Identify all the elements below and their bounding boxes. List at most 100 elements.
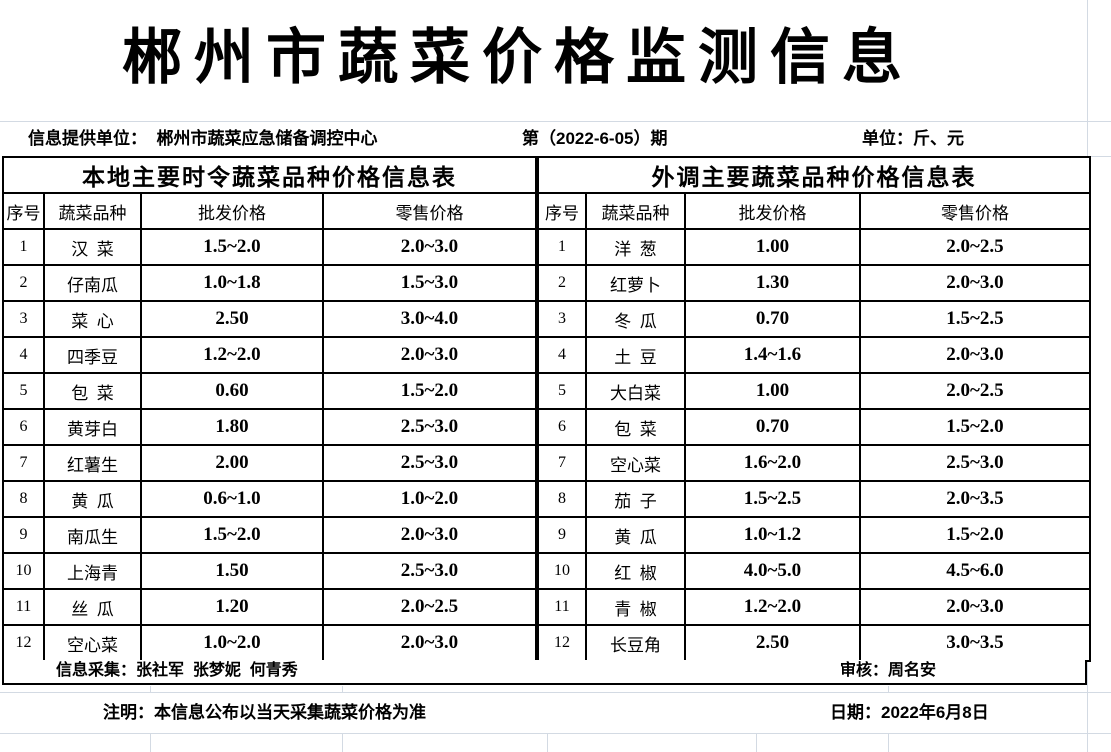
cell-vegetable-name: 黄 瓜	[43, 480, 142, 518]
gridline	[342, 733, 343, 752]
cell-index: 3	[2, 300, 45, 338]
cell-retail-price: 1.5~3.0	[322, 264, 537, 302]
cell-index: 1	[537, 228, 587, 266]
cell-wholesale-price: 1.6~2.0	[684, 444, 861, 482]
cell-vegetable-name: 土 豆	[585, 336, 686, 374]
cell-vegetable-name: 包 菜	[43, 372, 142, 410]
cell-index: 11	[2, 588, 45, 626]
cell-vegetable-name: 黄芽白	[43, 408, 142, 446]
table-row: 10 红 椒 4.0~5.0 4.5~6.0	[537, 552, 1091, 590]
cell-wholesale-price: 1.00	[684, 228, 861, 266]
info-unit: 单位：斤、元	[862, 129, 964, 148]
cell-index: 6	[2, 408, 45, 446]
gridline	[0, 733, 1111, 734]
date-text: 日期：2022年6月8日	[830, 703, 989, 722]
table-row: 12 长豆角 2.50 3.0~3.5	[537, 624, 1091, 662]
cell-vegetable-name: 红薯生	[43, 444, 142, 482]
cell-index: 2	[537, 264, 587, 302]
gridline	[888, 686, 889, 692]
table-row: 12 空心菜 1.0~2.0 2.0~3.0	[2, 624, 537, 662]
reviewer-text: 审核：周名安	[840, 662, 937, 679]
cell-vegetable-name: 黄 瓜	[585, 516, 686, 554]
cell-vegetable-name: 大白菜	[585, 372, 686, 410]
table-row: 6 黄芽白 1.80 2.5~3.0	[2, 408, 537, 446]
table-row: 5 包 菜 0.60 1.5~2.0	[2, 372, 537, 410]
cell-wholesale-price: 1.0~2.0	[140, 624, 324, 662]
cell-index: 10	[537, 552, 587, 590]
table-row: 7 空心菜 1.6~2.0 2.5~3.0	[537, 444, 1091, 482]
col-header-retail: 零售价格	[322, 192, 537, 230]
table-row: 4 土 豆 1.4~1.6 2.0~3.0	[537, 336, 1091, 374]
cell-retail-price: 2.0~3.0	[322, 516, 537, 554]
cell-wholesale-price: 0.70	[684, 300, 861, 338]
table-row: 2 仔南瓜 1.0~1.8 1.5~3.0	[2, 264, 537, 302]
table-row: 3 菜 心 2.50 3.0~4.0	[2, 300, 537, 338]
cell-vegetable-name: 红萝卜	[585, 264, 686, 302]
table-row: 2 红萝卜 1.30 2.0~3.0	[537, 264, 1091, 302]
table-row: 11 丝 瓜 1.20 2.0~2.5	[2, 588, 537, 626]
cell-vegetable-name: 仔南瓜	[43, 264, 142, 302]
collectors-text: 信息采集：张社军 张梦妮 何青秀	[56, 662, 298, 679]
cell-vegetable-name: 冬 瓜	[585, 300, 686, 338]
cell-vegetable-name: 四季豆	[43, 336, 142, 374]
col-header-retail: 零售价格	[859, 192, 1091, 230]
table-row: 6 包 菜 0.70 1.5~2.0	[537, 408, 1091, 446]
cell-retail-price: 1.5~2.0	[859, 408, 1091, 446]
gridline	[0, 121, 1111, 122]
cell-wholesale-price: 1.80	[140, 408, 324, 446]
cell-wholesale-price: 1.5~2.5	[684, 480, 861, 518]
gridline	[1088, 156, 1111, 157]
cell-wholesale-price: 1.00	[684, 372, 861, 410]
cell-vegetable-name: 菜 心	[43, 300, 142, 338]
col-header-vegetable: 蔬菜品种	[585, 192, 686, 230]
table-row: 4 四季豆 1.2~2.0 2.0~3.0	[2, 336, 537, 374]
cell-index: 9	[537, 516, 587, 554]
cell-retail-price: 1.5~2.0	[859, 516, 1091, 554]
cell-index: 7	[537, 444, 587, 482]
cell-retail-price: 1.0~2.0	[322, 480, 537, 518]
col-header-vegetable: 蔬菜品种	[43, 192, 142, 230]
table-row: 3 冬 瓜 0.70 1.5~2.5	[537, 300, 1091, 338]
table-row: 1 洋 葱 1.00 2.0~2.5	[537, 228, 1091, 266]
cell-wholesale-price: 1.50	[140, 552, 324, 590]
table-title: 外调主要蔬菜品种价格信息表	[537, 156, 1091, 194]
cell-retail-price: 2.0~3.0	[859, 264, 1091, 302]
cell-wholesale-price: 1.5~2.0	[140, 516, 324, 554]
cell-retail-price: 3.0~4.0	[322, 300, 537, 338]
cell-index: 9	[2, 516, 45, 554]
cell-vegetable-name: 空心菜	[43, 624, 142, 662]
cell-index: 12	[537, 624, 587, 662]
cell-wholesale-price: 4.0~5.0	[684, 552, 861, 590]
cell-wholesale-price: 0.70	[684, 408, 861, 446]
gridline	[150, 733, 151, 752]
cell-vegetable-name: 丝 瓜	[43, 588, 142, 626]
cell-retail-price: 1.5~2.5	[859, 300, 1091, 338]
table-row: 9 黄 瓜 1.0~1.2 1.5~2.0	[537, 516, 1091, 554]
page-title: 郴州市蔬菜价格监测信息	[122, 23, 914, 93]
cell-index: 5	[537, 372, 587, 410]
cell-index: 7	[2, 444, 45, 482]
info-issue-number: 第（2022-6-05）期	[522, 129, 668, 148]
cell-index: 11	[537, 588, 587, 626]
cell-wholesale-price: 1.0~1.2	[684, 516, 861, 554]
cell-vegetable-name: 空心菜	[585, 444, 686, 482]
cell-vegetable-name: 红 椒	[585, 552, 686, 590]
cell-index: 12	[2, 624, 45, 662]
cell-wholesale-price: 1.20	[140, 588, 324, 626]
cell-vegetable-name: 汉 菜	[43, 228, 142, 266]
cell-retail-price: 2.5~3.0	[322, 408, 537, 446]
cell-wholesale-price: 1.2~2.0	[684, 588, 861, 626]
gridline	[342, 686, 343, 692]
column-header-row: 序号 蔬菜品种 批发价格 零售价格	[537, 192, 1091, 230]
table-row: 11 青 椒 1.2~2.0 2.0~3.0	[537, 588, 1091, 626]
cell-index: 5	[2, 372, 45, 410]
cell-index: 8	[537, 480, 587, 518]
cell-retail-price: 2.0~3.0	[859, 588, 1091, 626]
cell-wholesale-price: 1.4~1.6	[684, 336, 861, 374]
gridline	[888, 733, 889, 752]
cell-wholesale-price: 0.60	[140, 372, 324, 410]
cell-index: 3	[537, 300, 587, 338]
cell-retail-price: 1.5~2.0	[322, 372, 537, 410]
cell-wholesale-price: 1.2~2.0	[140, 336, 324, 374]
